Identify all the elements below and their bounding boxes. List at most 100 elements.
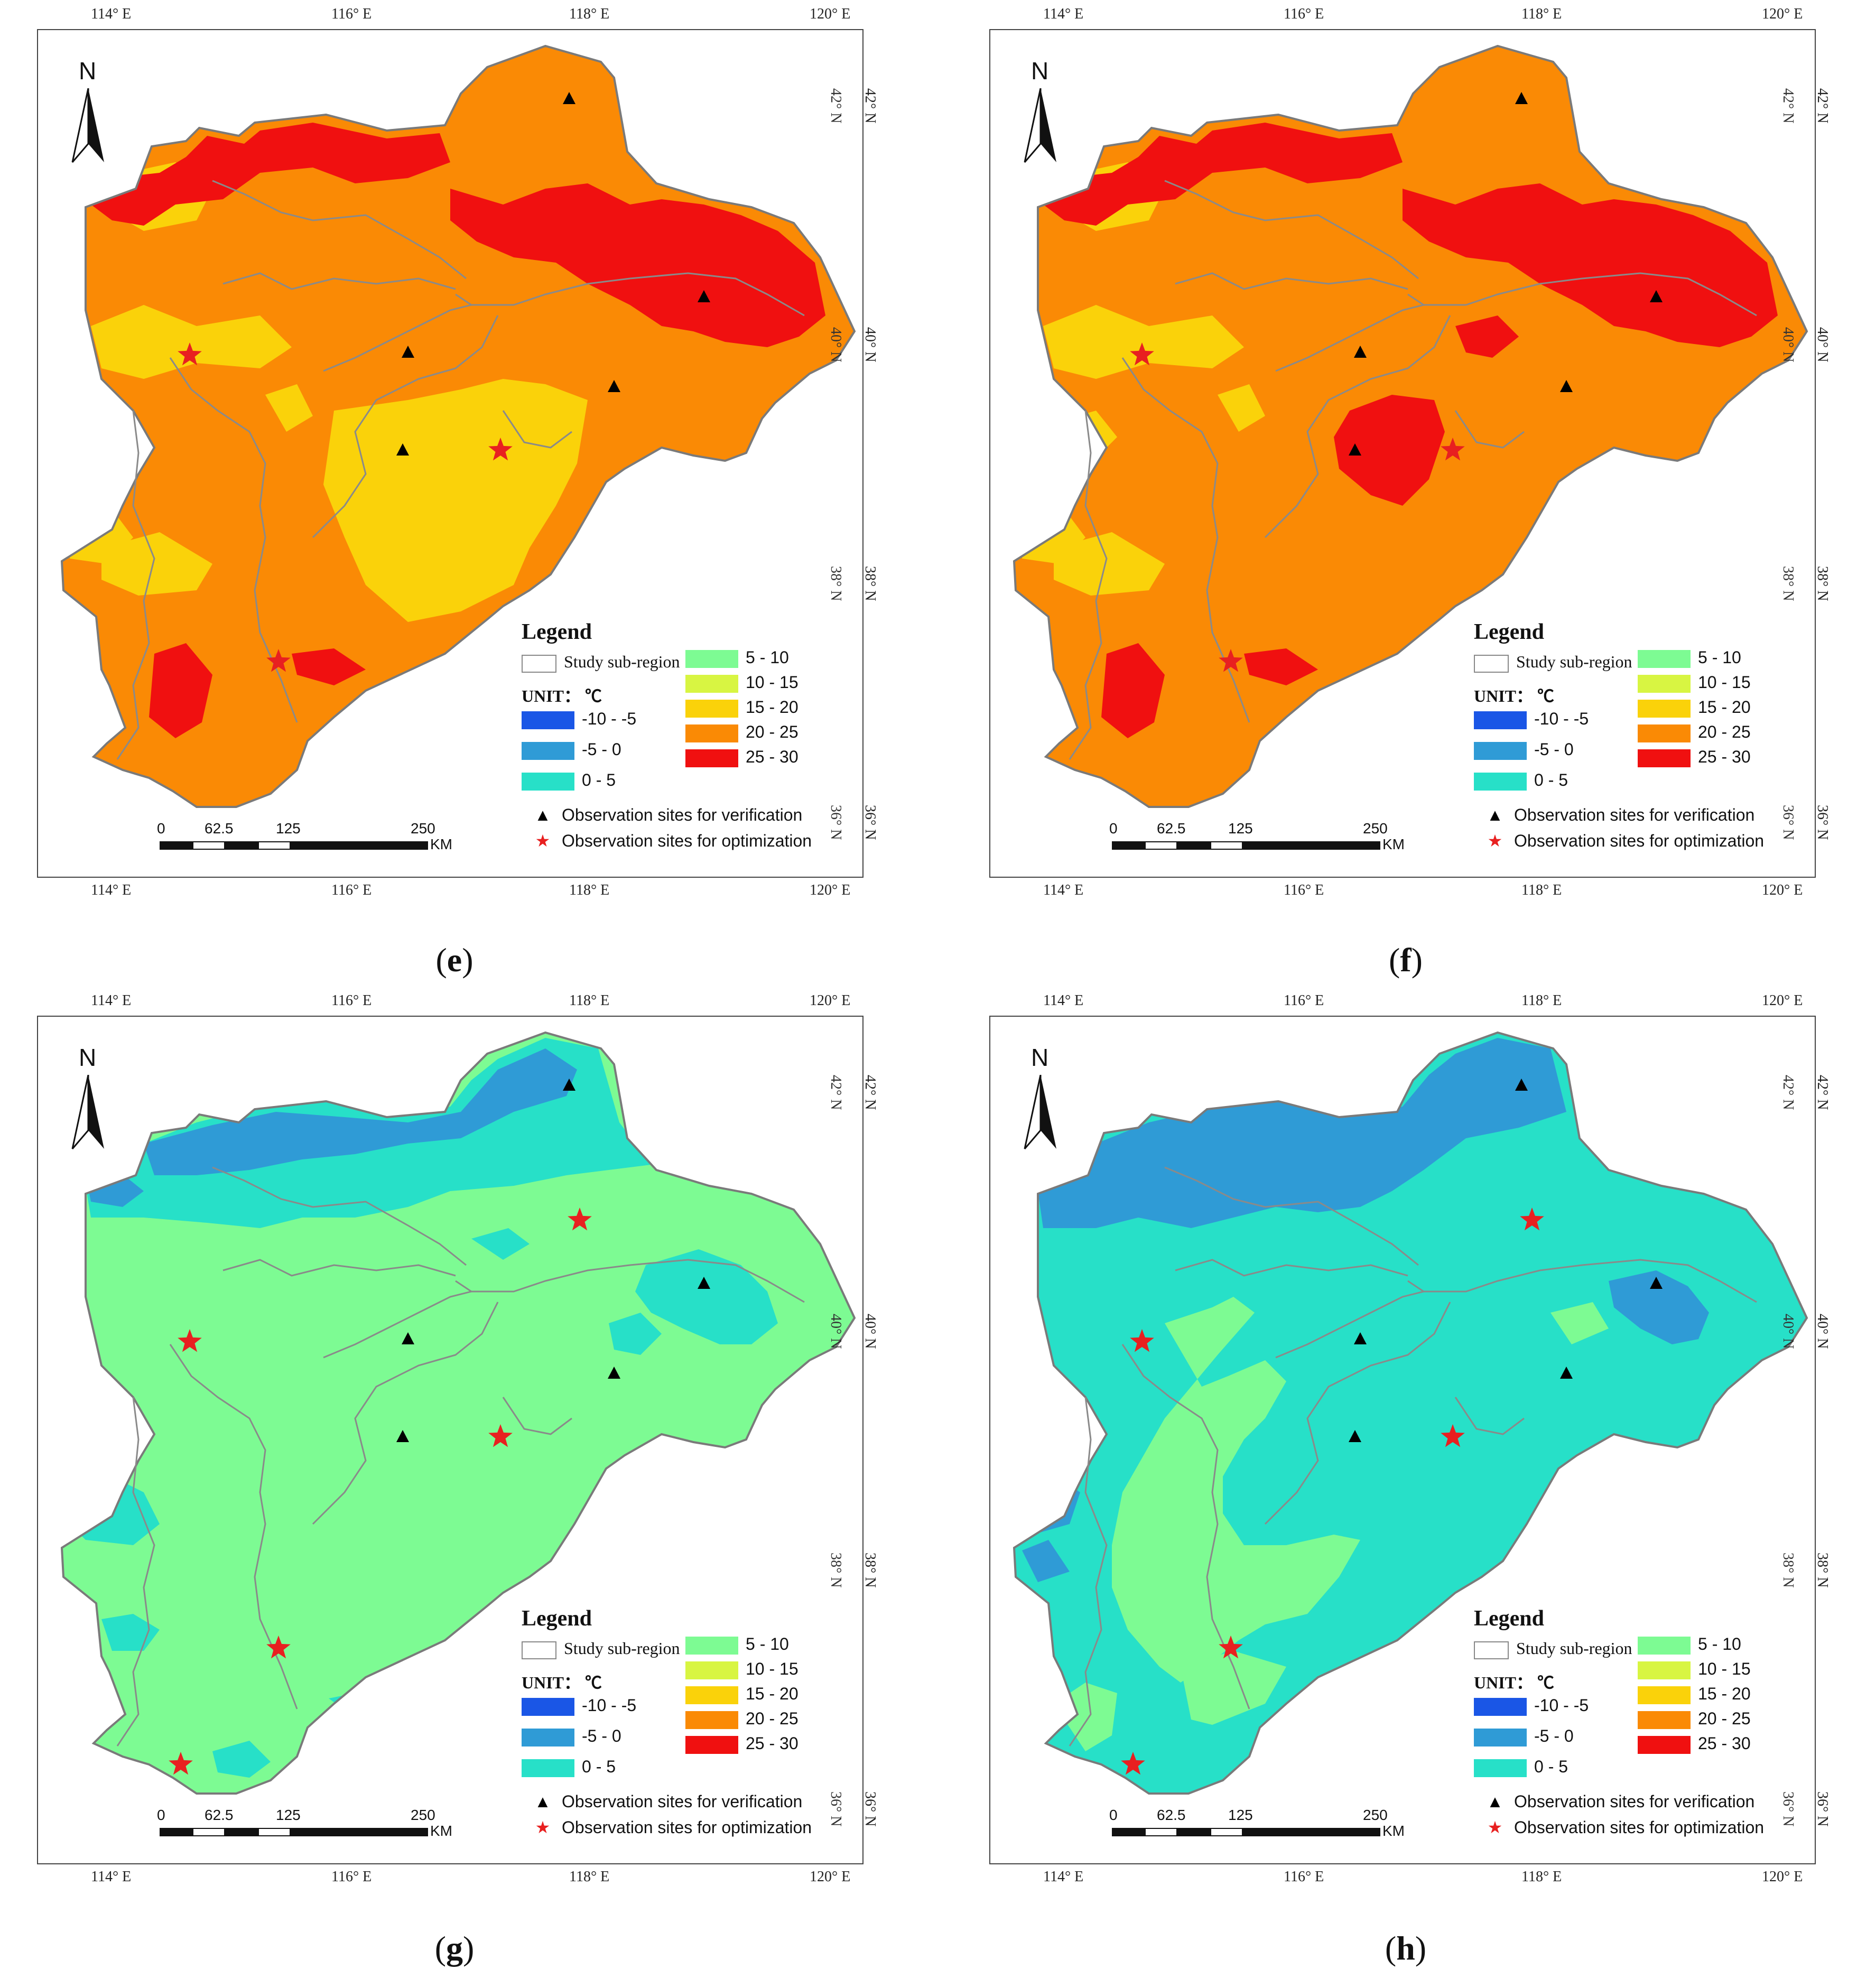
legend-class-label: 5 - 10: [1698, 1634, 1741, 1653]
scale-label: 62.5: [205, 1807, 234, 1823]
mild-corridor: [1112, 1297, 1360, 1683]
sub-region-label: Study sub-region: [564, 1639, 680, 1658]
optimization-site-marker: [1219, 1636, 1243, 1659]
lat-tick-inner: 38° N: [1780, 566, 1796, 601]
lat-tick-right: 36° N: [1814, 805, 1831, 840]
optimization-site-marker: [1441, 1424, 1465, 1447]
sub-region-boundary: [1175, 1259, 1408, 1277]
scale-segment: [192, 841, 225, 850]
sub-region-boundary: [169, 357, 298, 723]
lon-tick-bottom: 120° E: [1762, 882, 1803, 898]
panel-caption: (e): [435, 941, 473, 979]
panel-caption-letter: g: [446, 1929, 463, 1967]
scale-segment: [1210, 1828, 1243, 1836]
lon-tick-top: 120° E: [1762, 6, 1803, 22]
legend-swatch: [522, 1759, 574, 1777]
cold-zone: [1033, 1038, 1566, 1228]
hot-zone-north: [91, 123, 450, 226]
sub-region-boundary: [1121, 357, 1250, 723]
lat-tick-right: 38° N: [862, 1553, 878, 1588]
site-label: Observation sites for optimization: [562, 1818, 812, 1837]
lat-tick-right: 38° N: [1814, 1553, 1831, 1588]
temperature-map: [1013, 1031, 1808, 1795]
site-symbol-icon: ▲: [1487, 805, 1503, 824]
legend-sub-region: Study sub-region: [1474, 1639, 1632, 1659]
region-boundary: [60, 1031, 856, 1795]
sub-region-boundary: [1454, 1397, 1525, 1435]
lon-tick-bottom: 116° E: [1284, 882, 1324, 898]
legend-class-label: 10 - 15: [1698, 673, 1751, 692]
sub-region-boundary: [116, 1397, 155, 1747]
map-panel-g: N 114° E 116° E 118° E 120° E 114° E 116° E 118…: [37, 992, 878, 1885]
site-symbol-icon: ★: [535, 831, 551, 850]
panel-caption: (f): [1389, 941, 1423, 979]
legend-class: 10 - 15: [1638, 673, 1751, 693]
hot-zone: [1455, 315, 1519, 358]
optimization-site-marker: [568, 1207, 592, 1231]
verification-site-marker: [402, 1332, 414, 1344]
verification-site-marker: [608, 380, 620, 392]
verification-site-marker: [1560, 380, 1573, 392]
scale-unit: KM: [1382, 1823, 1405, 1839]
legend-class-label: -10 - -5: [1534, 1696, 1589, 1715]
verification-site-marker: [402, 346, 414, 358]
legend-class-label: 15 - 20: [1698, 698, 1751, 717]
legend-swatch: [522, 711, 574, 729]
sub-region-boundary: [455, 1259, 805, 1303]
lon-tick-top: 116° E: [331, 6, 372, 22]
legend-class: 0 - 5: [522, 770, 616, 791]
optimization-site-marker: [1219, 649, 1243, 672]
lat-tick-right: 36° N: [1814, 1791, 1831, 1827]
scale-segment: [1145, 841, 1177, 850]
site-label: Observation sites for optimization: [562, 831, 812, 850]
lat-tick-right: 42° N: [1814, 1075, 1831, 1110]
verification-site-marker: [1560, 1367, 1573, 1379]
verification-site-marker: [396, 1430, 409, 1442]
lon-tick-bottom: 116° E: [331, 1869, 372, 1885]
legend-class-label: -5 - 0: [1534, 1726, 1574, 1745]
legend-class-label: 0 - 5: [582, 770, 616, 789]
lon-tick-top: 116° E: [1284, 6, 1324, 22]
scale-segment: [291, 1828, 428, 1836]
hot-zone-south: [292, 648, 366, 685]
sub-region-label: Study sub-region: [1516, 1639, 1632, 1658]
optimization-site-marker: [1130, 1329, 1154, 1352]
verification-site-marker: [1349, 443, 1361, 456]
legend-class-label: 0 - 5: [1534, 770, 1568, 789]
legend-class: 10 - 15: [1638, 1659, 1751, 1679]
scale-unit: KM: [430, 836, 452, 852]
scale-label: 125: [276, 820, 301, 837]
site-symbol-icon: ★: [1487, 831, 1503, 850]
legend-swatch: [685, 1711, 738, 1729]
legend-site: ★ Observation sites for optimization: [532, 1817, 812, 1837]
verification-site-marker: [1515, 92, 1528, 104]
lat-tick-inner: 42° N: [1780, 1075, 1796, 1110]
north-label: N: [79, 1044, 97, 1071]
map-legend: Legend Study sub-region UNIT： ℃ -10 - -5 -5 …: [1474, 1606, 1812, 1860]
sub-region-boundary: [1069, 410, 1108, 760]
legend-class: 15 - 20: [1638, 698, 1751, 718]
panel-caption-letter: h: [1396, 1929, 1415, 1967]
lon-tick-bottom: 120° E: [810, 1869, 851, 1885]
legend-class: 15 - 20: [1638, 1684, 1751, 1704]
region-boundary: [60, 44, 856, 808]
legend-sub-region: Study sub-region: [1474, 652, 1632, 673]
sub-region-boundary: [222, 272, 456, 290]
panel-caption: (g): [434, 1929, 475, 1967]
sub-region-boundary: [1407, 1259, 1757, 1303]
legend-swatch: [685, 674, 738, 693]
lat-tick-right: 40° N: [862, 327, 878, 363]
legend-class-label: 10 - 15: [746, 673, 798, 692]
temperature-map: [60, 44, 856, 808]
legend-class-label: 20 - 25: [1698, 722, 1751, 741]
site-label: Observation sites for verification: [1514, 1792, 1755, 1811]
lon-tick-bottom: 118° E: [569, 1869, 610, 1885]
legend-swatch: [1638, 1735, 1691, 1754]
scale-segment: [1177, 1828, 1210, 1836]
legend-class-label: -5 - 0: [582, 1726, 621, 1745]
optimization-site-marker: [266, 1636, 291, 1659]
legend-swatch: [1474, 772, 1527, 791]
legend-swatch: [522, 1728, 574, 1747]
lon-tick-bottom: 118° E: [569, 882, 610, 898]
legend-site: ▲ Observation sites for verification: [532, 1792, 802, 1812]
